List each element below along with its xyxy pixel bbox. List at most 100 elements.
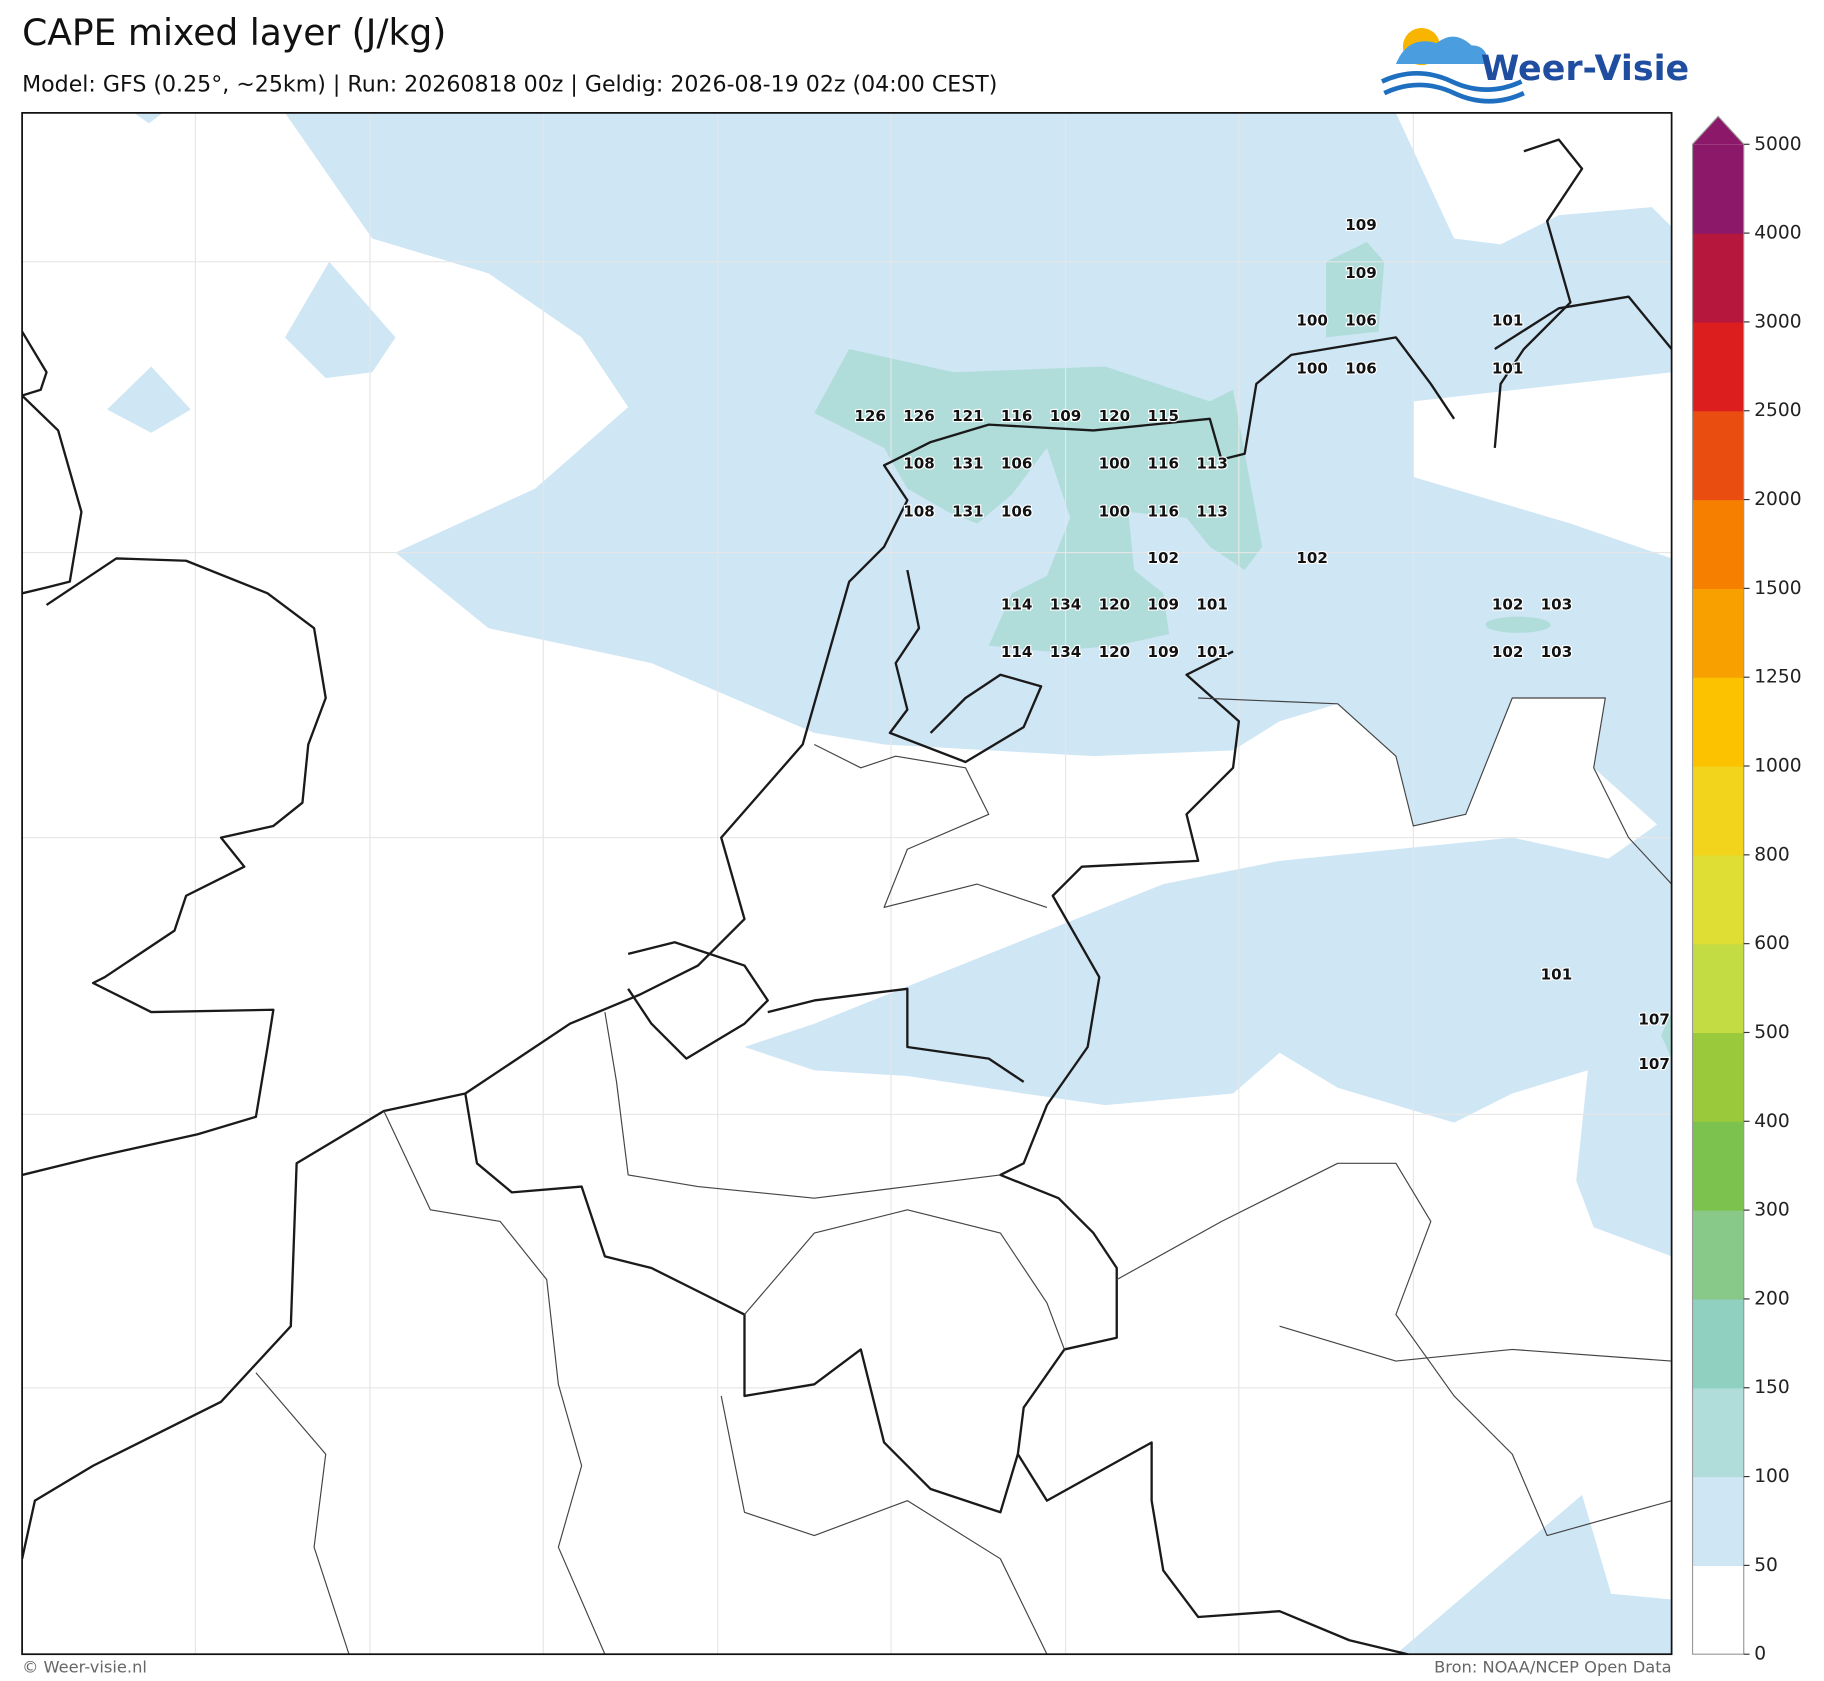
cape-area: [1326, 242, 1385, 338]
coastline: [888, 569, 1043, 764]
cape-area: [285, 261, 396, 379]
colorbar-tick-label: 4000: [1754, 223, 1801, 244]
colorbar-tick-label: 1000: [1754, 756, 1801, 777]
no-cape-area: [1413, 372, 1672, 559]
colorbar-band: [1692, 588, 1744, 678]
cape-label: 131: [952, 502, 984, 520]
cape-label: 131: [952, 455, 984, 473]
region-border: [604, 1011, 1001, 1199]
coastline: [22, 330, 83, 595]
cape-label: 100: [1296, 312, 1328, 330]
colorbar-band: [1692, 499, 1744, 589]
cape-label: 101: [1541, 965, 1573, 983]
cape-label: 106: [1345, 359, 1377, 377]
cape-label: 120: [1099, 643, 1131, 661]
colorbar-extension: [1692, 116, 1744, 145]
cape-label: 134: [1050, 595, 1082, 613]
cape-label: 114: [1001, 595, 1033, 613]
copyright: © Weer-visie.nl: [22, 1658, 147, 1677]
colorbar-tick-label: 600: [1754, 933, 1790, 954]
colorbar-tick-label: 50: [1754, 1555, 1778, 1576]
colorbar-band: [1692, 144, 1744, 234]
cape-label: 107: [1638, 1055, 1670, 1073]
logo-cloud: [1395, 36, 1488, 65]
map: 109 109 100 106 101 100 106 101 126 126 121 116 109 1…: [21, 112, 1673, 1656]
colorbar-band: [1692, 766, 1744, 856]
logo-text: Weer-Visie: [1481, 49, 1689, 89]
colorbar-tick-label: 5000: [1754, 134, 1801, 155]
colorbar-tick-label: 400: [1754, 1111, 1790, 1132]
colorbar-outline: [1691, 115, 1745, 1655]
colorbar-band: [1692, 943, 1744, 1034]
cape-area: [107, 366, 191, 433]
cape-label: 101: [1196, 595, 1228, 613]
map-frame: [21, 112, 1673, 1656]
region-border: [1198, 697, 1672, 885]
colorbar-band: [1692, 677, 1744, 767]
cape-label: 109: [1147, 643, 1179, 661]
cape-label: 106: [1001, 455, 1033, 473]
coastline: [22, 557, 327, 1177]
cape-label: 109: [1050, 407, 1082, 425]
colorbar-band: [1692, 1565, 1744, 1655]
coastlines: [22, 138, 1672, 1560]
colorbar-tick-label: 200: [1754, 1288, 1790, 1309]
cape-label: 120: [1099, 595, 1131, 613]
country-border: [999, 650, 1408, 1655]
colorbar-band: [1692, 233, 1744, 323]
cape-label: 102: [1296, 549, 1328, 567]
cape-label: 107: [1638, 1011, 1670, 1029]
cape-area: [1395, 1494, 1672, 1655]
cape-label: 102: [1492, 595, 1524, 613]
coastline: [1493, 138, 1584, 449]
colorbar-tick-label: 0: [1754, 1644, 1766, 1665]
cape-label: 126: [903, 407, 935, 425]
cape-label: 101: [1492, 312, 1524, 330]
region-border: [383, 1110, 606, 1655]
cape-label: 116: [1147, 455, 1179, 473]
region-border: [255, 1372, 350, 1655]
cape-label: 106: [1345, 312, 1377, 330]
coastline: [627, 941, 769, 1060]
cape-label: 134: [1050, 643, 1082, 661]
cape-label: 113: [1196, 502, 1228, 520]
colorbar-tick-label: 100: [1754, 1466, 1790, 1487]
cape-label: 109: [1147, 595, 1179, 613]
cape-label: 101: [1492, 359, 1524, 377]
colorbar: 0 50 100 150 200 300 400 500 600 800 1000 1250 1500 2…: [1691, 115, 1802, 1665]
colorbar-band: [1692, 1032, 1744, 1122]
region-border: [1116, 1162, 1672, 1537]
country-border: [767, 987, 1025, 1083]
colorbar-band: [1692, 854, 1744, 945]
cape-label: 108: [903, 502, 935, 520]
subtitle: Model: GFS (0.25°, ~25km) | Run: 2026081…: [22, 71, 997, 97]
cape-area: [1661, 1012, 1672, 1059]
title: CAPE mixed layer (J/kg): [22, 12, 446, 54]
cape-label: 106: [1001, 502, 1033, 520]
colorbar-tick-label: 300: [1754, 1200, 1790, 1221]
cape-label: 100: [1296, 359, 1328, 377]
cape-label: 101: [1196, 643, 1228, 661]
cape-label: 102: [1147, 549, 1179, 567]
region-border: [720, 1395, 1048, 1655]
cape-label: 108: [903, 455, 935, 473]
colorbar-band: [1692, 1210, 1744, 1300]
cape-label: 115: [1147, 407, 1179, 425]
colorbar-tick-label: 150: [1754, 1377, 1790, 1398]
colorbar-tick-label: 500: [1754, 1022, 1790, 1043]
cape-label: 114: [1001, 643, 1033, 661]
source: Bron: NOAA/NCEP Open Data: [1434, 1658, 1672, 1677]
colorbar-band: [1692, 1298, 1744, 1389]
borders: [255, 650, 1672, 1655]
cape-label: 116: [1001, 407, 1033, 425]
region-border: [814, 744, 1048, 908]
colorbar-tick-label: 3000: [1754, 311, 1801, 332]
region-border: [744, 1209, 1065, 1350]
colorbar-band: [1692, 1387, 1744, 1478]
region-border: [1279, 1325, 1672, 1362]
cape-label: 100: [1099, 502, 1131, 520]
logo: Weer-Visie: [1380, 27, 1689, 104]
colorbar-band: [1692, 1476, 1744, 1566]
